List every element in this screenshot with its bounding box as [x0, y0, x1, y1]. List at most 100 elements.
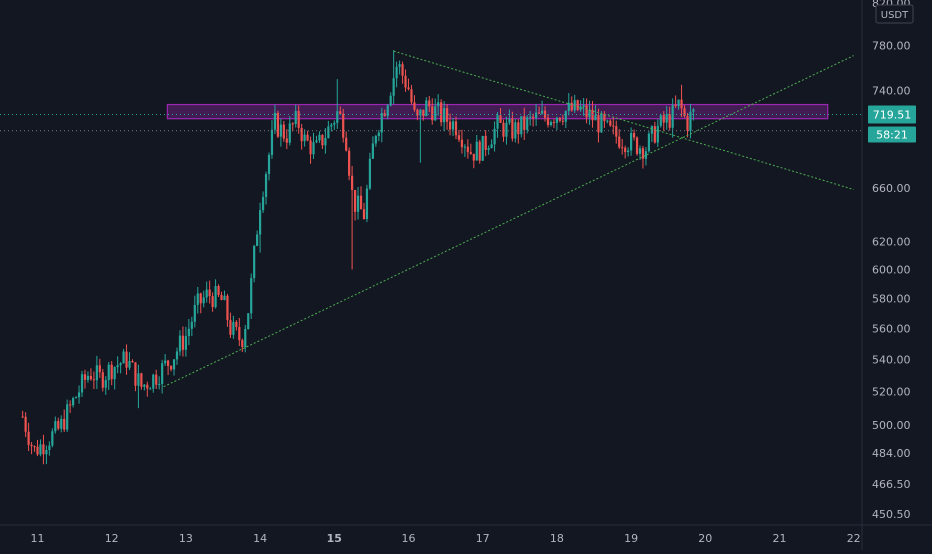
candle-body — [196, 293, 199, 305]
candle-body — [368, 158, 372, 189]
candle-body — [514, 122, 517, 139]
candle-body — [540, 110, 544, 114]
countdown-value: 58:21 — [876, 129, 908, 142]
candle-body — [413, 102, 416, 110]
currency-badge: USDT — [875, 4, 914, 24]
time-tick-label: 18 — [550, 532, 564, 545]
candle-body — [92, 379, 95, 381]
candle-body — [116, 365, 119, 368]
candle — [220, 291, 223, 301]
candle-body — [588, 109, 591, 118]
candle — [502, 119, 505, 142]
candle-body — [101, 372, 104, 388]
candle — [119, 362, 122, 374]
candle — [69, 400, 72, 413]
candle — [342, 108, 345, 143]
candle-body — [146, 384, 149, 389]
candle — [288, 116, 291, 146]
candle — [256, 230, 259, 247]
candle — [600, 111, 603, 133]
candle — [392, 50, 395, 105]
candle-body — [443, 108, 446, 123]
time-tick-label: 15 — [327, 532, 342, 545]
candle — [371, 136, 374, 159]
candle-body — [499, 115, 502, 123]
candle-body — [362, 209, 366, 220]
candle — [178, 330, 182, 356]
candle — [229, 312, 232, 338]
price-tick-label: 500.00 — [872, 419, 911, 432]
candle — [555, 116, 558, 130]
candle-body — [374, 136, 377, 144]
candle — [517, 119, 520, 144]
candle — [434, 98, 437, 122]
candle — [155, 369, 158, 389]
candle — [232, 315, 235, 339]
candle — [45, 445, 48, 465]
candle-body — [217, 286, 220, 295]
candle — [60, 415, 63, 433]
candle — [425, 97, 428, 117]
candle-body — [380, 113, 383, 133]
candle-body — [692, 109, 695, 112]
candle-body — [24, 416, 27, 432]
candle-body — [63, 418, 66, 430]
time-tick-label: 13 — [179, 532, 193, 545]
candle-body — [333, 122, 336, 125]
candle-body — [69, 404, 72, 406]
candle — [428, 95, 431, 113]
candle — [401, 61, 404, 84]
candle-body — [653, 126, 656, 143]
candle — [680, 84, 683, 118]
candle — [199, 292, 202, 314]
candle-body — [555, 117, 558, 123]
candle — [653, 121, 656, 144]
candle-body — [30, 444, 33, 447]
candle-body — [621, 147, 624, 149]
candle — [368, 152, 372, 191]
candle — [66, 399, 69, 433]
candle-body — [615, 126, 618, 137]
candle — [621, 138, 624, 155]
candle — [374, 134, 377, 147]
candle — [48, 441, 51, 456]
candle-body — [60, 418, 63, 429]
candle — [339, 106, 342, 115]
candle — [496, 112, 499, 138]
candle — [612, 117, 615, 135]
candle-body — [72, 398, 75, 406]
candle-body — [89, 375, 93, 380]
price-tick-label: 780.00 — [872, 40, 911, 53]
candle — [689, 103, 692, 139]
candle — [561, 114, 564, 126]
candle-body — [300, 127, 303, 142]
candle — [662, 111, 665, 131]
candle-body — [267, 154, 271, 174]
candle — [241, 338, 244, 353]
price-tick-label: 560.00 — [872, 322, 911, 335]
candle-body — [392, 78, 395, 96]
candle-body — [247, 313, 250, 330]
time-tick-label: 16 — [402, 532, 416, 545]
candle — [395, 61, 398, 88]
candle — [134, 362, 137, 392]
candle — [460, 129, 464, 154]
candle — [683, 105, 686, 118]
candle-body — [535, 112, 538, 119]
candle-body — [128, 360, 131, 368]
candle-body — [27, 431, 30, 445]
candle-body — [445, 108, 449, 122]
candle-body — [250, 278, 253, 314]
candle — [164, 354, 167, 366]
candle-body — [264, 173, 268, 197]
candle — [618, 129, 621, 149]
candle — [101, 368, 104, 392]
candle-body — [356, 195, 360, 212]
candle — [327, 120, 330, 139]
candle-body — [193, 304, 196, 322]
candle — [89, 368, 93, 381]
candle — [466, 139, 469, 159]
